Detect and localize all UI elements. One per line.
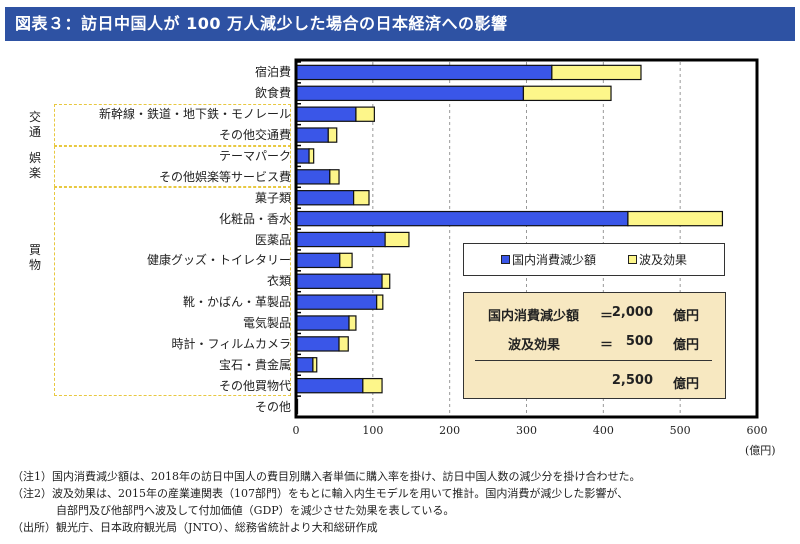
bar-domestic: [295, 190, 355, 206]
summary-row2-value: 500: [625, 334, 653, 349]
category-label: その他: [254, 399, 291, 414]
summary-row1-unit: 億円: [673, 309, 700, 324]
category-label: その他買物代: [218, 378, 291, 393]
category-label: 衣類: [266, 274, 291, 289]
bar-domestic: [295, 294, 378, 310]
category-label: 電気製品: [242, 316, 291, 331]
group-label-char: 楽: [28, 166, 41, 180]
group-label-entertainment: 娯楽: [28, 151, 42, 181]
legend-label-domestic: 国内消費減少額: [511, 253, 596, 267]
group-box-shopping: [54, 187, 291, 396]
group-label-char: 買: [28, 243, 41, 257]
bar-domestic: [295, 106, 357, 122]
category-label: 宝石・貴金属: [218, 357, 291, 372]
category-label: 宿泊費: [254, 65, 291, 80]
bar-domestic: [295, 210, 629, 227]
bar-domestic: [295, 252, 341, 269]
group-label-char: 通: [28, 125, 41, 139]
group-label-char: 交: [28, 110, 41, 124]
note-2-cont: 自部門及び他部門へ波及して付加価値（GDP）を減少させた効果を表している。: [12, 504, 455, 517]
bar-ripple: [348, 315, 357, 331]
bar-ripple: [522, 85, 612, 102]
legend-item-domestic: 国内消費減少額: [500, 251, 596, 268]
legend-swatch-yellow-icon: [628, 255, 637, 264]
x-tick-label: 600: [746, 424, 768, 437]
group-label-transport: 交通: [28, 110, 42, 140]
bar-domestic: [295, 127, 329, 143]
category-label: テーマパーク: [218, 148, 291, 163]
group-label-char: 物: [28, 258, 41, 272]
summary-row2-eq: ＝: [600, 338, 614, 353]
bar-ripple: [551, 64, 642, 81]
category-label: 時計・フィルムカメラ: [171, 336, 291, 351]
bar-domestic: [295, 336, 340, 352]
x-tick-label: 100: [362, 424, 384, 437]
summary-total-unit: 億円: [673, 377, 700, 392]
category-label: 新幹線・鉄道・地下鉄・モノレール: [98, 107, 291, 122]
category-label: 飲食費: [254, 86, 291, 101]
group-label-char: 娯: [28, 151, 41, 165]
category-label: その他娯楽等サービス費: [158, 169, 291, 184]
x-tick-label: 300: [516, 424, 537, 437]
category-label: 靴・かばん・革製品: [182, 295, 291, 310]
legend-label-ripple: 波及効果: [639, 253, 688, 267]
bar-domestic: [295, 169, 331, 185]
summary-row1-label: 国内消費減少額: [488, 309, 580, 324]
plot-frame: [294, 58, 759, 419]
bar-ripple: [384, 231, 410, 248]
bar-ripple: [312, 357, 318, 373]
summary-row1-value: 2,000: [611, 305, 653, 320]
source-note: （出所）観光庁、日本政府観光局（JNTO）、総務省統計より大和総研作成: [12, 521, 378, 534]
summary-total-value: 2,500: [611, 373, 653, 388]
bar-domestic: [295, 148, 310, 164]
x-tick-label: 400: [592, 424, 614, 437]
bar-ripple: [376, 294, 384, 310]
footnotes: （注1）国内消費減少額は、2018年の訪日中国人の費目別購入者単価に購入率を掛け…: [12, 468, 640, 536]
summary-row2-unit: 億円: [673, 338, 700, 353]
group-box-transport: [54, 104, 291, 146]
category-label: 化粧品・香水: [218, 211, 291, 226]
summary-box: 国内消費減少額 ＝ 2,000 億円 波及効果 ＝ 500 億円 2,500 億…: [463, 292, 726, 399]
bar-domestic: [295, 231, 386, 248]
bar-domestic: [295, 377, 364, 394]
bar-ripple: [362, 377, 383, 394]
bar-domestic: [295, 273, 383, 289]
category-label: その他交通費: [218, 128, 291, 143]
bar-ripple: [308, 148, 315, 164]
bar-ripple: [339, 252, 353, 269]
summary-divider: [475, 360, 712, 361]
bar-ripple: [353, 190, 370, 206]
chart-title: 図表３：訪日中国人が 100 万人減少した場合の日本経済への影響: [5, 7, 795, 41]
bar-domestic: [295, 85, 525, 102]
summary-row2-label: 波及効果: [508, 338, 561, 353]
note-1: （注1）国内消費減少額は、2018年の訪日中国人の費目別購入者単価に購入率を掛け…: [12, 470, 641, 483]
note-2: （注2）波及効果は、2015年の産業連関表（107部門）をもとに輸入内生モデルを…: [12, 487, 629, 500]
bar-domestic: [295, 315, 350, 331]
bar-ripple: [381, 273, 391, 289]
x-tick-label: 0: [292, 424, 300, 437]
bar-ripple: [355, 106, 375, 122]
legend: 国内消費減少額 波及効果: [463, 243, 725, 276]
legend-swatch-blue-icon: [500, 255, 510, 264]
bar-domestic: [295, 357, 314, 373]
legend-item-ripple: 波及効果: [628, 251, 687, 268]
x-tick-label: 500: [669, 424, 691, 437]
bar-ripple: [338, 336, 349, 352]
group-box-entertainment: [54, 146, 291, 187]
summary-row1-eq: ＝: [600, 309, 614, 324]
bar-ripple: [329, 169, 340, 185]
x-tick-label: 200: [439, 424, 461, 437]
bar-domestic: [295, 64, 553, 81]
bar-ripple: [327, 127, 338, 143]
category-label: 菓子類: [254, 190, 291, 205]
category-label: 医薬品: [254, 232, 291, 247]
category-label: 健康グッズ・トイレタリー: [146, 253, 291, 268]
x-axis-unit: (億円): [745, 444, 776, 457]
bar-ripple: [627, 210, 724, 227]
group-label-shopping: 買物: [28, 243, 42, 273]
